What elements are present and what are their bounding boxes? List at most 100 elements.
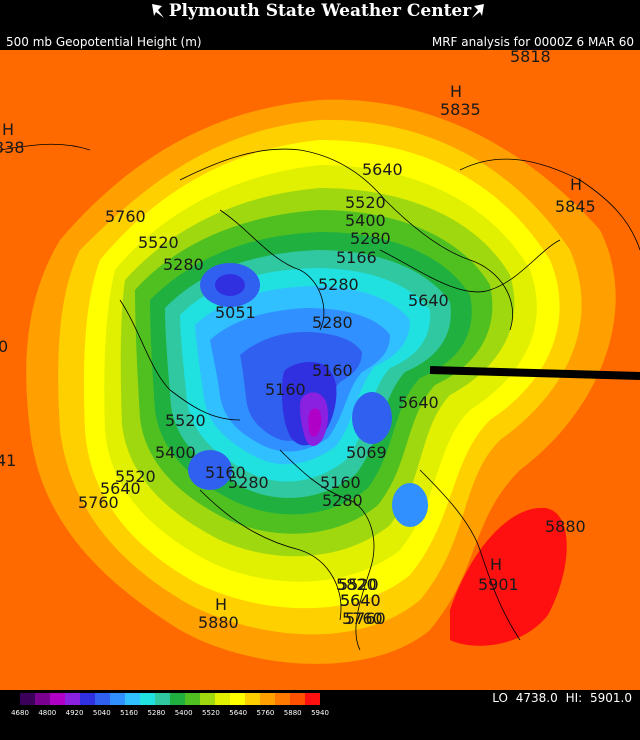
label-h-1: H [450, 82, 462, 101]
label-5880-b: 5880 [198, 613, 239, 632]
label-h-5: H [215, 595, 227, 614]
coastlines [0, 143, 640, 651]
colorbar-tick-label: 4920 [65, 709, 84, 717]
label-5640-a: 5640 [362, 160, 403, 179]
label-5760-d: 5760 [345, 609, 386, 628]
low-canada [352, 392, 392, 444]
label-5520-c: 5520 [165, 411, 206, 430]
label-5280-a: 5280 [350, 229, 391, 248]
colorbar-segment [275, 693, 291, 705]
hi-value: 5901.0 [590, 691, 632, 705]
label-h-3: H [2, 120, 14, 139]
colorbar-segment [185, 693, 201, 705]
label-5280-c: 5280 [318, 275, 359, 294]
colorbar-tick-label: 5280 [147, 709, 166, 717]
low-siberia-core [215, 274, 245, 296]
label-5069: 5069 [346, 443, 387, 462]
colorbar-segment [260, 693, 276, 705]
colorbar-tick-label: 5880 [283, 709, 302, 717]
colorbar-segment [200, 693, 216, 705]
label-5280-b: 5280 [163, 255, 204, 274]
colorbar-segment [125, 693, 141, 705]
colorbar-tick-label: 5160 [120, 709, 138, 717]
label-5880-a: 5880 [545, 517, 586, 536]
label-5160-a: 5160 [265, 380, 306, 399]
label-5160-c: 5160 [205, 463, 246, 482]
colorbar-tick-label: 5400 [174, 709, 193, 717]
colorbar-segment [215, 693, 231, 705]
colorbar-segment [110, 693, 126, 705]
colorbar-tick-label: 5940 [311, 709, 329, 717]
label-5640-b: 5640 [408, 291, 449, 310]
label-41: 41 [0, 451, 16, 470]
label-5400-a: 5400 [345, 211, 386, 230]
label-5520-e: 5520 [338, 575, 379, 594]
colorbar-tick-label: 5760 [256, 709, 275, 717]
label-5820: 5820 [336, 575, 377, 594]
label-5051: 5051 [215, 303, 256, 322]
label-5520-d: 5520 [115, 467, 156, 486]
colorbar-tick-label: 4800 [38, 709, 57, 717]
colorbar-segment [140, 693, 156, 705]
lo-hi-readout: LO 4738.0 HI: 5901.0 [488, 691, 632, 705]
high-atlantic [450, 507, 567, 646]
colorbar-tick-label: 4680 [11, 709, 29, 717]
label-5760-a: 5760 [105, 207, 146, 226]
label-5835: 5835 [440, 100, 481, 119]
label-5160-d: 5160 [320, 473, 361, 492]
map-svg: 5818 5835 H H 5845 338 H 5640 5520 5400 … [0, 47, 640, 690]
label-5280-d: 5280 [312, 313, 353, 332]
label-5760-c: 5760 [342, 609, 383, 628]
left-logo-icon [152, 4, 164, 18]
analysis-time-label: MRF analysis for 0000Z 6 MAR 60 [431, 35, 634, 49]
label-5845: 5845 [555, 197, 596, 216]
label-0: 0 [0, 337, 8, 356]
colorbar-tick-label: 5520 [201, 709, 220, 717]
colorbar-segment [170, 693, 186, 705]
colorbar-segment [65, 693, 81, 705]
label-338: 338 [0, 138, 25, 157]
label-5280-f: 5280 [322, 491, 363, 510]
colorbar-segment [305, 693, 320, 705]
colorbar-segment [20, 693, 36, 705]
colorbar-segments [20, 693, 320, 705]
label-h-4: H [490, 555, 502, 574]
label-5901: 5901 [478, 575, 519, 594]
colorbar-tick-label: 5640 [229, 709, 248, 717]
low-europe [188, 450, 232, 490]
right-logo-icon [472, 4, 484, 18]
label-5640-e: 5640 [340, 591, 381, 610]
colorbar-segment [245, 693, 261, 705]
colorbar-segment [95, 693, 111, 705]
product-label: 500 mb Geopotential Height (m) [6, 35, 202, 49]
label-5640-c: 5640 [398, 393, 439, 412]
label-5166: 5166 [336, 248, 377, 267]
colorbar-segment [290, 693, 306, 705]
label-5640-f: 5640 [340, 591, 381, 610]
colorbar [20, 693, 320, 705]
label-5400-b: 5400 [155, 443, 196, 462]
label-h-2: H [570, 175, 582, 194]
lo-value: 4738.0 [515, 691, 558, 705]
label-5818: 5818 [510, 50, 551, 66]
colorbar-segment [230, 693, 246, 705]
page-title: Plymouth State Weather Center [168, 1, 472, 21]
header-bar: Plymouth State Weather Center 500 mb Geo… [0, 0, 640, 50]
colorbar-tick-label: 5040 [92, 709, 111, 717]
height-map: 5818 5835 H H 5845 338 H 5640 5520 5400 … [0, 47, 640, 690]
label-5520-b: 5520 [138, 233, 179, 252]
label-5640-d: 5640 [100, 479, 141, 498]
label-5760-b: 5760 [78, 493, 119, 512]
contour-labels: 5818 5835 H H 5845 338 H 5640 5520 5400 … [0, 47, 596, 632]
lo-label: LO [492, 691, 508, 705]
label-5520-a: 5520 [345, 193, 386, 212]
label-5280-e: 5280 [228, 473, 269, 492]
colorbar-segment [50, 693, 66, 705]
band-4800 [308, 408, 322, 437]
colorbar-segment [80, 693, 96, 705]
label-5160-b: 5160 [312, 361, 353, 380]
colorbar-segment [35, 693, 51, 705]
stroke-artifact [429, 366, 640, 380]
hi-label: HI: [565, 691, 583, 705]
colorbar-segment [155, 693, 171, 705]
